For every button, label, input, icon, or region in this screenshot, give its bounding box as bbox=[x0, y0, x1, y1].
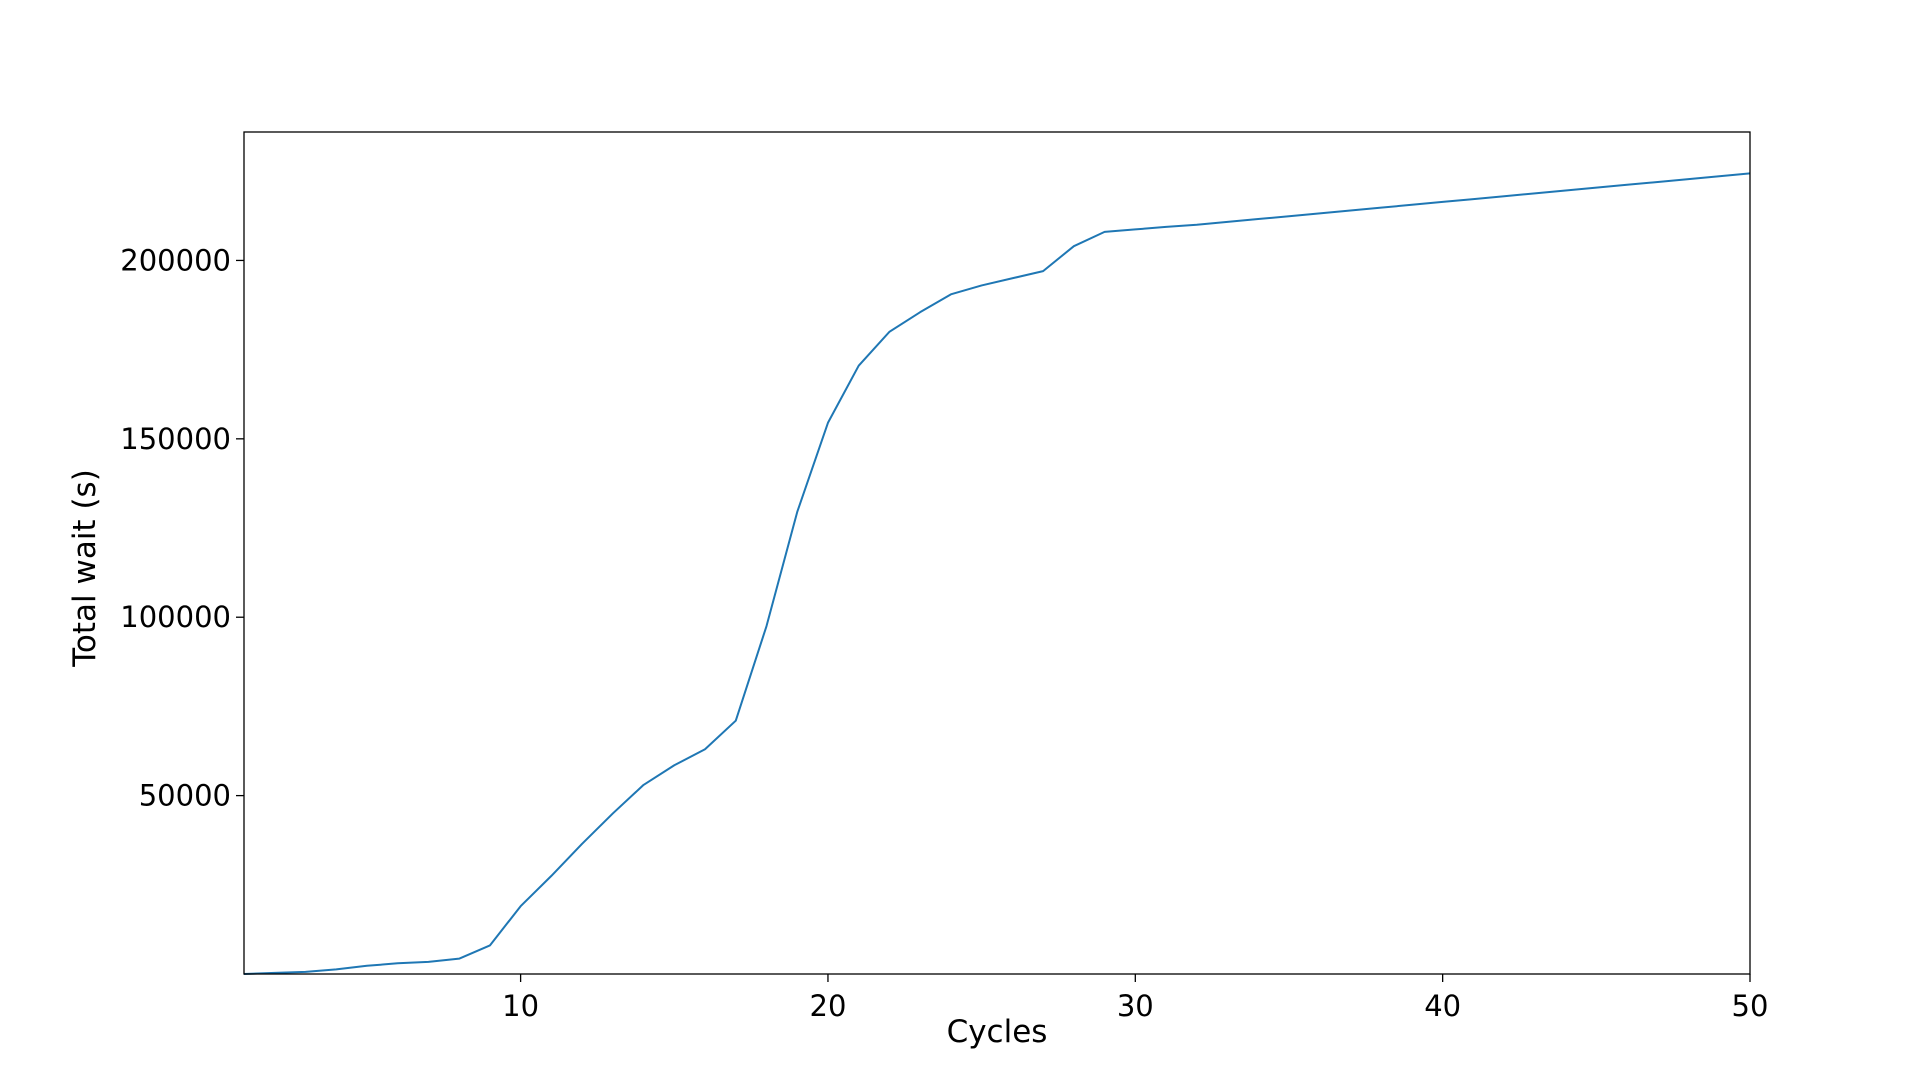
plot-frame bbox=[243, 131, 1751, 975]
x-tick-label-2: 30 bbox=[1117, 989, 1154, 1023]
x-tick-label-4: 50 bbox=[1732, 989, 1769, 1023]
y-axis-ticks: 50000 100000 150000 200000 bbox=[120, 243, 244, 813]
y-tick-label-2: 150000 bbox=[120, 422, 231, 456]
y-tick-label-3: 200000 bbox=[120, 243, 231, 277]
y-axis-title: Total wait (s) bbox=[67, 469, 103, 668]
x-axis-ticks: 10 20 30 40 50 bbox=[502, 974, 1768, 1023]
x-axis-title: Cycles bbox=[947, 1014, 1048, 1050]
x-tick-label-3: 40 bbox=[1424, 989, 1461, 1023]
series-line-0 bbox=[243, 172, 1751, 975]
x-tick-label-0: 10 bbox=[502, 989, 539, 1023]
plot-area bbox=[243, 172, 1751, 975]
y-tick-label-0: 50000 bbox=[139, 779, 231, 813]
x-tick-label-1: 20 bbox=[810, 989, 847, 1023]
y-tick-label-1: 100000 bbox=[120, 600, 231, 634]
